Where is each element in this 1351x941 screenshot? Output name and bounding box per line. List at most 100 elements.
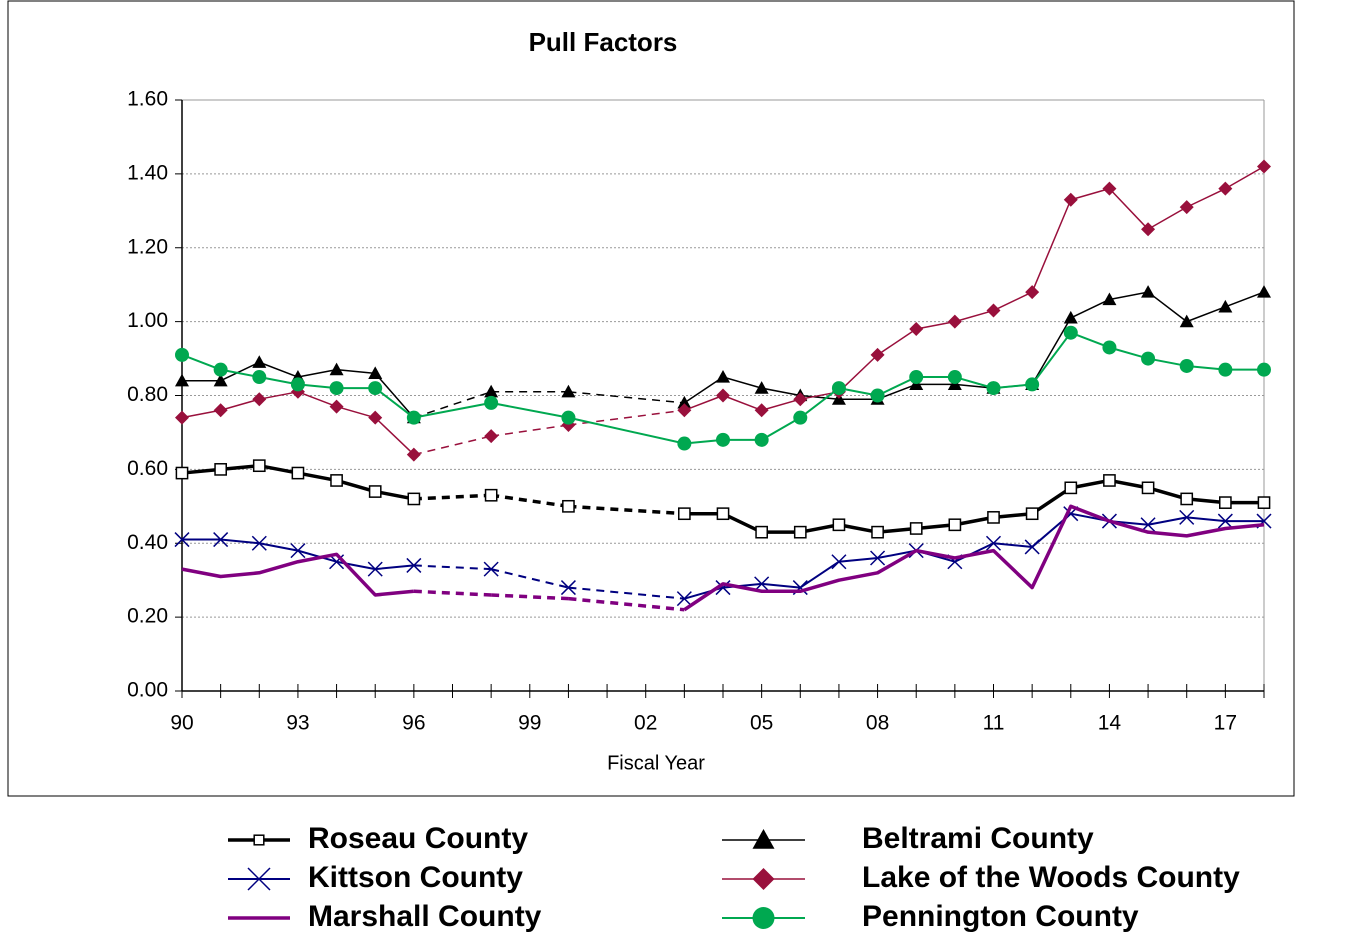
marker bbox=[716, 388, 730, 403]
marker bbox=[1102, 340, 1117, 355]
marker bbox=[987, 511, 1000, 524]
marker bbox=[1179, 314, 1194, 328]
marker bbox=[1102, 181, 1117, 196]
marker bbox=[1179, 200, 1194, 215]
marker bbox=[832, 518, 846, 532]
marker bbox=[367, 561, 383, 577]
marker bbox=[175, 410, 189, 425]
marker bbox=[1218, 362, 1233, 377]
marker bbox=[174, 532, 190, 548]
marker bbox=[793, 525, 807, 539]
marker bbox=[484, 429, 499, 444]
marker bbox=[368, 381, 383, 396]
marker bbox=[1025, 507, 1039, 521]
chart-title: Pull Factors bbox=[529, 27, 678, 57]
x-tick-label: 99 bbox=[518, 712, 541, 735]
marker bbox=[909, 370, 924, 385]
marker bbox=[948, 518, 962, 532]
marker bbox=[368, 366, 383, 379]
marker bbox=[1024, 539, 1040, 555]
marker bbox=[1179, 358, 1194, 373]
x-tick-label: 14 bbox=[1098, 712, 1122, 735]
y-tick-label: 0.80 bbox=[127, 383, 168, 406]
x-tick-label: 93 bbox=[286, 712, 309, 735]
gap-connector bbox=[413, 564, 492, 571]
chart-frame bbox=[7, 0, 1295, 797]
marker bbox=[406, 447, 421, 462]
marker bbox=[754, 432, 769, 447]
marker bbox=[715, 580, 731, 596]
marker bbox=[676, 591, 692, 607]
marker bbox=[483, 561, 499, 577]
marker bbox=[716, 432, 730, 447]
marker bbox=[1217, 513, 1233, 529]
marker bbox=[986, 381, 1001, 396]
marker bbox=[406, 410, 421, 425]
marker bbox=[213, 532, 229, 548]
marker bbox=[1102, 292, 1117, 306]
marker bbox=[1257, 496, 1271, 509]
marker bbox=[213, 373, 228, 387]
marker bbox=[213, 403, 228, 418]
legend-label: Beltrami County bbox=[862, 822, 1094, 855]
gap-connector bbox=[491, 424, 569, 437]
marker bbox=[213, 362, 228, 377]
series-line bbox=[181, 504, 1265, 612]
marker bbox=[1141, 351, 1156, 366]
marker bbox=[290, 377, 305, 392]
marker bbox=[909, 522, 923, 535]
x-tick-label: 11 bbox=[983, 712, 1005, 735]
gap-connector bbox=[568, 416, 685, 445]
marker bbox=[677, 395, 692, 409]
series-line bbox=[181, 331, 1264, 445]
marker bbox=[291, 466, 305, 480]
marker bbox=[1063, 325, 1078, 340]
x-tick-label: 96 bbox=[402, 712, 425, 735]
marker bbox=[1025, 285, 1040, 300]
y-tick-label: 0.00 bbox=[127, 679, 168, 702]
marker bbox=[677, 403, 692, 418]
marker bbox=[1141, 481, 1155, 495]
y-tick-label: 1.40 bbox=[127, 161, 168, 184]
series bbox=[174, 506, 1272, 607]
marker bbox=[909, 322, 924, 337]
marker bbox=[407, 492, 421, 506]
legend-label: Lake of the Woods County bbox=[862, 861, 1240, 894]
marker bbox=[947, 314, 962, 329]
marker bbox=[716, 370, 730, 383]
marker bbox=[252, 355, 267, 368]
series-line bbox=[181, 463, 1264, 534]
marker bbox=[752, 907, 775, 929]
marker bbox=[1064, 481, 1078, 495]
marker bbox=[329, 362, 344, 376]
marker bbox=[1103, 474, 1116, 487]
gap-connector bbox=[568, 596, 685, 612]
marker bbox=[1257, 362, 1271, 377]
marker bbox=[870, 347, 885, 362]
y-tick-label: 0.40 bbox=[127, 531, 168, 554]
gap-connector bbox=[490, 493, 569, 509]
marker bbox=[560, 580, 576, 596]
gap-connector bbox=[568, 391, 685, 404]
marker bbox=[290, 543, 306, 559]
marker bbox=[754, 576, 770, 592]
gap-connector bbox=[491, 593, 569, 601]
series bbox=[181, 504, 1265, 612]
x-axis-label: Fiscal Year bbox=[607, 752, 705, 774]
marker bbox=[368, 485, 382, 498]
gap-connector bbox=[568, 409, 685, 426]
y-tick-label: 1.20 bbox=[127, 235, 168, 258]
marker bbox=[561, 384, 576, 398]
marker bbox=[831, 381, 846, 396]
x-tick-label: 02 bbox=[634, 712, 657, 735]
gap-connector bbox=[568, 504, 685, 516]
marker bbox=[754, 403, 769, 418]
gap-connector bbox=[413, 435, 492, 456]
marker bbox=[1218, 181, 1233, 196]
marker bbox=[986, 303, 1001, 318]
marker bbox=[1257, 285, 1271, 298]
gap-connector bbox=[490, 568, 569, 589]
marker bbox=[947, 370, 962, 385]
series bbox=[175, 325, 1271, 451]
legend-label: Marshall County bbox=[308, 900, 542, 933]
